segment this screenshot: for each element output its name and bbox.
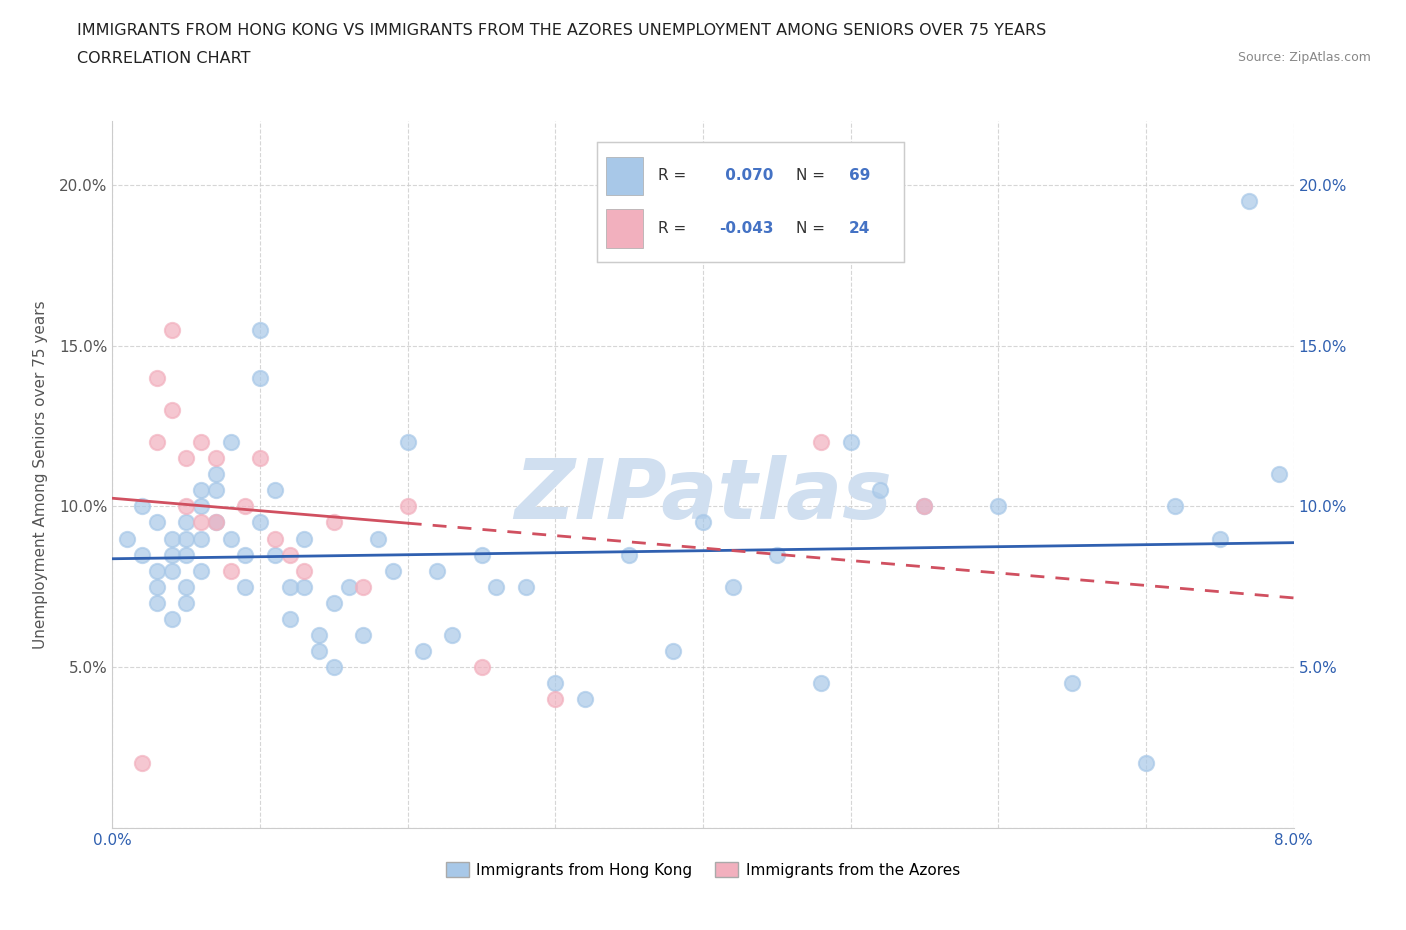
Point bbox=[382, 564, 405, 578]
Text: IMMIGRANTS FROM HONG KONG VS IMMIGRANTS FROM THE AZORES UNEMPLOYMENT AMONG SENIO: IMMIGRANTS FROM HONG KONG VS IMMIGRANTS … bbox=[77, 23, 1046, 38]
Point bbox=[914, 499, 936, 514]
Point bbox=[810, 676, 832, 691]
Point bbox=[205, 515, 228, 530]
Point bbox=[1164, 499, 1187, 514]
Point bbox=[219, 531, 242, 546]
Text: ZIPatlas: ZIPatlas bbox=[515, 455, 891, 536]
Point bbox=[412, 644, 434, 658]
Point bbox=[219, 564, 242, 578]
Text: CORRELATION CHART: CORRELATION CHART bbox=[77, 51, 250, 66]
Point bbox=[146, 564, 169, 578]
Point bbox=[278, 547, 301, 562]
Point bbox=[219, 434, 242, 449]
Point bbox=[233, 547, 256, 562]
Point bbox=[323, 515, 346, 530]
Point bbox=[544, 692, 567, 707]
Point bbox=[174, 531, 197, 546]
Point bbox=[308, 644, 330, 658]
Point bbox=[1268, 467, 1291, 482]
Point bbox=[249, 515, 271, 530]
Point bbox=[323, 595, 346, 610]
Point bbox=[190, 515, 212, 530]
Point bbox=[249, 370, 271, 385]
Text: Source: ZipAtlas.com: Source: ZipAtlas.com bbox=[1237, 51, 1371, 64]
Point bbox=[160, 611, 183, 626]
Point bbox=[839, 434, 862, 449]
Point bbox=[117, 531, 138, 546]
Point bbox=[574, 692, 596, 707]
Point bbox=[292, 531, 315, 546]
Point bbox=[721, 579, 744, 594]
Point bbox=[146, 579, 169, 594]
Point bbox=[264, 483, 287, 498]
Point bbox=[160, 323, 183, 338]
Point bbox=[367, 531, 389, 546]
Point bbox=[396, 434, 419, 449]
Point bbox=[146, 434, 169, 449]
Point bbox=[323, 659, 346, 674]
Point bbox=[1208, 531, 1232, 546]
Point bbox=[810, 434, 832, 449]
Point bbox=[233, 499, 256, 514]
Point bbox=[174, 499, 197, 514]
Point bbox=[205, 515, 228, 530]
Point bbox=[515, 579, 537, 594]
Point bbox=[352, 579, 374, 594]
Legend: Immigrants from Hong Kong, Immigrants from the Azores: Immigrants from Hong Kong, Immigrants fr… bbox=[440, 856, 966, 884]
Point bbox=[190, 434, 212, 449]
Point bbox=[264, 547, 287, 562]
Point bbox=[1239, 193, 1261, 208]
Point bbox=[160, 564, 183, 578]
Point bbox=[396, 499, 419, 514]
Point bbox=[205, 467, 228, 482]
Y-axis label: Unemployment Among Seniors over 75 years: Unemployment Among Seniors over 75 years bbox=[34, 300, 48, 648]
Point bbox=[544, 676, 567, 691]
Point bbox=[264, 531, 287, 546]
Point bbox=[190, 531, 212, 546]
Point bbox=[662, 644, 685, 658]
Point bbox=[249, 323, 271, 338]
Point bbox=[174, 451, 197, 466]
Point bbox=[160, 547, 183, 562]
Point bbox=[160, 403, 183, 418]
Point bbox=[1135, 756, 1157, 771]
Point bbox=[131, 756, 153, 771]
Point bbox=[869, 483, 891, 498]
Point bbox=[278, 579, 301, 594]
Point bbox=[765, 547, 787, 562]
Point bbox=[174, 595, 197, 610]
Point bbox=[337, 579, 360, 594]
Point bbox=[619, 547, 641, 562]
Point bbox=[471, 659, 494, 674]
Point bbox=[471, 547, 494, 562]
Point bbox=[441, 628, 464, 643]
Point bbox=[160, 531, 183, 546]
Point bbox=[426, 564, 449, 578]
Point bbox=[146, 370, 169, 385]
Point bbox=[131, 499, 153, 514]
Point bbox=[190, 499, 212, 514]
Point bbox=[352, 628, 374, 643]
Point bbox=[292, 579, 315, 594]
Point bbox=[205, 483, 228, 498]
Point bbox=[1062, 676, 1084, 691]
Point bbox=[174, 515, 197, 530]
Point bbox=[131, 547, 153, 562]
Point bbox=[146, 515, 169, 530]
Point bbox=[205, 451, 228, 466]
Point bbox=[278, 611, 301, 626]
Point bbox=[692, 515, 714, 530]
Point bbox=[190, 483, 212, 498]
Point bbox=[292, 564, 315, 578]
Point bbox=[987, 499, 1010, 514]
Point bbox=[308, 628, 330, 643]
Point bbox=[914, 499, 936, 514]
Point bbox=[233, 579, 256, 594]
Point bbox=[190, 564, 212, 578]
Point bbox=[174, 579, 197, 594]
Point bbox=[174, 547, 197, 562]
Point bbox=[249, 451, 271, 466]
Point bbox=[485, 579, 508, 594]
Point bbox=[146, 595, 169, 610]
